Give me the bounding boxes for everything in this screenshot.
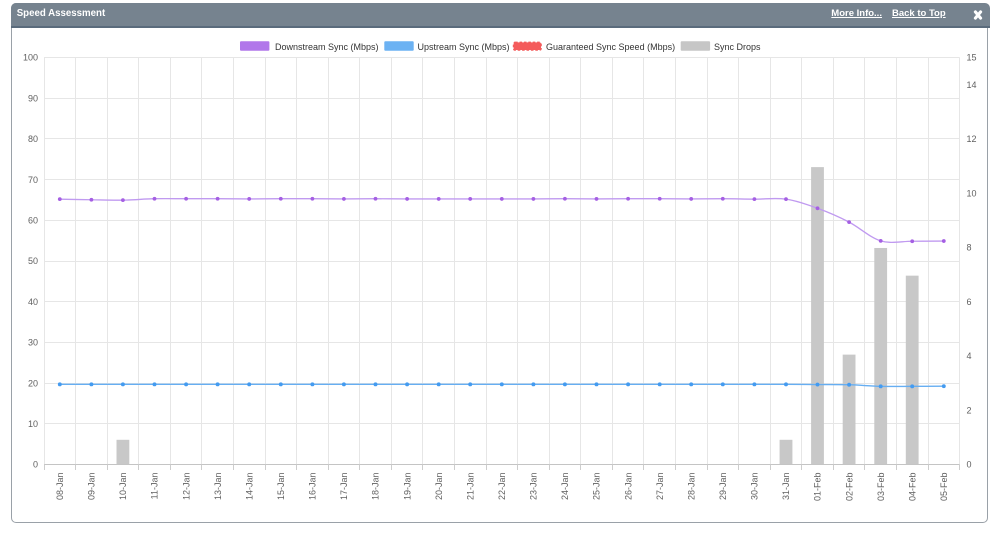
svg-text:14-Jan: 14-Jan <box>244 473 254 501</box>
svg-text:14: 14 <box>967 80 977 90</box>
svg-text:01-Feb: 01-Feb <box>813 473 823 502</box>
svg-text:10-Jan: 10-Jan <box>118 473 128 501</box>
svg-text:03-Feb: 03-Feb <box>876 473 886 502</box>
svg-text:0: 0 <box>967 460 972 470</box>
svg-text:24-Jan: 24-Jan <box>560 473 570 501</box>
svg-text:20-Jan: 20-Jan <box>434 473 444 501</box>
svg-text:Downstream Sync (Mbps): Downstream Sync (Mbps) <box>275 42 379 52</box>
svg-text:50: 50 <box>28 256 38 266</box>
svg-text:90: 90 <box>28 93 38 103</box>
svg-text:12: 12 <box>967 134 977 144</box>
svg-text:17-Jan: 17-Jan <box>339 473 349 501</box>
svg-text:Upstream Sync (Mbps): Upstream Sync (Mbps) <box>418 42 510 52</box>
svg-text:19-Jan: 19-Jan <box>402 473 412 501</box>
svg-text:20: 20 <box>28 378 38 388</box>
svg-text:27-Jan: 27-Jan <box>655 473 665 501</box>
svg-text:31-Jan: 31-Jan <box>781 473 791 501</box>
svg-text:18-Jan: 18-Jan <box>371 473 381 501</box>
svg-text:Guaranteed Sync Speed (Mbps): Guaranteed Sync Speed (Mbps) <box>546 42 675 52</box>
svg-text:6: 6 <box>967 297 972 307</box>
svg-text:8: 8 <box>967 243 972 253</box>
svg-text:29-Jan: 29-Jan <box>718 473 728 501</box>
svg-text:10: 10 <box>28 419 38 429</box>
svg-text:15-Jan: 15-Jan <box>276 473 286 501</box>
svg-text:40: 40 <box>28 297 38 307</box>
svg-text:70: 70 <box>28 175 38 185</box>
svg-text:10: 10 <box>967 188 977 198</box>
svg-text:02-Feb: 02-Feb <box>844 473 854 502</box>
svg-text:Sync Drops: Sync Drops <box>714 42 761 52</box>
svg-text:2: 2 <box>967 405 972 415</box>
svg-text:05-Feb: 05-Feb <box>939 473 949 502</box>
svg-text:0: 0 <box>33 460 38 470</box>
svg-text:04-Feb: 04-Feb <box>907 473 917 502</box>
svg-text:23-Jan: 23-Jan <box>529 473 539 501</box>
svg-text:12-Jan: 12-Jan <box>181 473 191 501</box>
svg-text:60: 60 <box>28 216 38 226</box>
svg-text:4: 4 <box>967 351 972 361</box>
svg-text:11-Jan: 11-Jan <box>150 473 160 500</box>
svg-text:13-Jan: 13-Jan <box>213 473 223 501</box>
svg-text:21-Jan: 21-Jan <box>465 473 475 501</box>
svg-text:15: 15 <box>967 53 977 63</box>
svg-text:30: 30 <box>28 338 38 348</box>
svg-text:100: 100 <box>23 53 38 63</box>
svg-text:28-Jan: 28-Jan <box>686 473 696 501</box>
svg-text:26-Jan: 26-Jan <box>623 473 633 501</box>
svg-text:30-Jan: 30-Jan <box>750 473 760 501</box>
svg-text:25-Jan: 25-Jan <box>592 473 602 501</box>
svg-text:08-Jan: 08-Jan <box>55 473 65 501</box>
svg-text:80: 80 <box>28 134 38 144</box>
svg-text:22-Jan: 22-Jan <box>497 473 507 501</box>
svg-text:09-Jan: 09-Jan <box>87 473 97 501</box>
svg-text:16-Jan: 16-Jan <box>308 473 318 501</box>
